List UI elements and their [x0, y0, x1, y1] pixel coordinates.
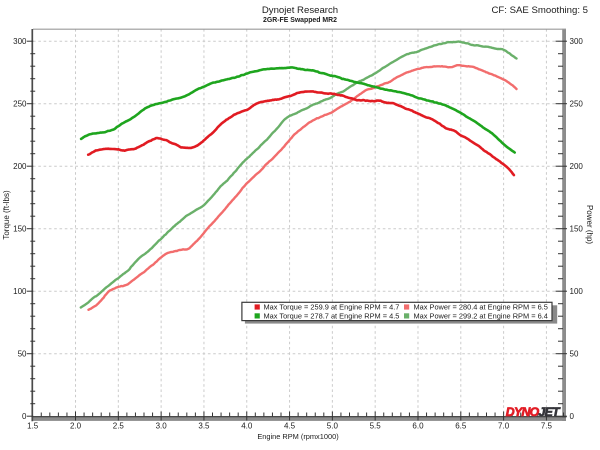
svg-text:2.5: 2.5	[113, 422, 125, 431]
svg-text:Torque (ft-lbs): Torque (ft-lbs)	[2, 190, 11, 240]
svg-text:3.5: 3.5	[198, 422, 210, 431]
svg-text:DYNOJET: DYNOJET	[506, 405, 561, 419]
svg-text:0: 0	[570, 412, 575, 421]
svg-text:4.5: 4.5	[284, 422, 296, 431]
svg-text:250: 250	[13, 100, 27, 109]
svg-text:Max Torque = 278.7 at Engine R: Max Torque = 278.7 at Engine RPM = 4.5	[264, 311, 400, 320]
svg-text:0: 0	[22, 412, 27, 421]
svg-text:4.0: 4.0	[241, 422, 253, 431]
svg-text:100: 100	[570, 287, 584, 296]
svg-text:CF: SAE Smoothing: 5: CF: SAE Smoothing: 5	[491, 5, 588, 16]
svg-text:150: 150	[13, 225, 27, 234]
svg-text:50: 50	[18, 350, 27, 359]
svg-text:2.0: 2.0	[70, 422, 82, 431]
svg-text:6.0: 6.0	[412, 422, 424, 431]
svg-text:Max Power = 299.2 at Engine RP: Max Power = 299.2 at Engine RPM = 6.4	[414, 311, 548, 320]
svg-text:Dynojet Research: Dynojet Research	[262, 5, 338, 16]
svg-text:200: 200	[570, 162, 584, 171]
svg-text:5.5: 5.5	[370, 422, 382, 431]
svg-text:6.5: 6.5	[455, 422, 467, 431]
svg-text:5.0: 5.0	[327, 422, 339, 431]
svg-text:Power (hp): Power (hp)	[585, 205, 594, 244]
svg-text:Engine RPM (rpmx1000): Engine RPM (rpmx1000)	[257, 432, 338, 441]
svg-text:300: 300	[13, 37, 27, 46]
svg-text:Max Torque = 259.9 at Engine R: Max Torque = 259.9 at Engine RPM = 4.7	[264, 303, 400, 312]
svg-text:200: 200	[13, 162, 27, 171]
svg-text:150: 150	[570, 225, 584, 234]
svg-text:50: 50	[570, 350, 579, 359]
svg-text:1.5: 1.5	[27, 422, 39, 431]
svg-text:7.5: 7.5	[541, 422, 553, 431]
svg-text:300: 300	[570, 37, 584, 46]
svg-text:250: 250	[570, 100, 584, 109]
svg-text:100: 100	[13, 287, 27, 296]
svg-text:Max Power = 280.4 at Engine RP: Max Power = 280.4 at Engine RPM = 6.5	[414, 303, 548, 312]
svg-text:2GR-FE Swapped MR2: 2GR-FE Swapped MR2	[263, 17, 337, 24]
svg-text:3.0: 3.0	[156, 422, 168, 431]
svg-text:7.0: 7.0	[498, 422, 510, 431]
